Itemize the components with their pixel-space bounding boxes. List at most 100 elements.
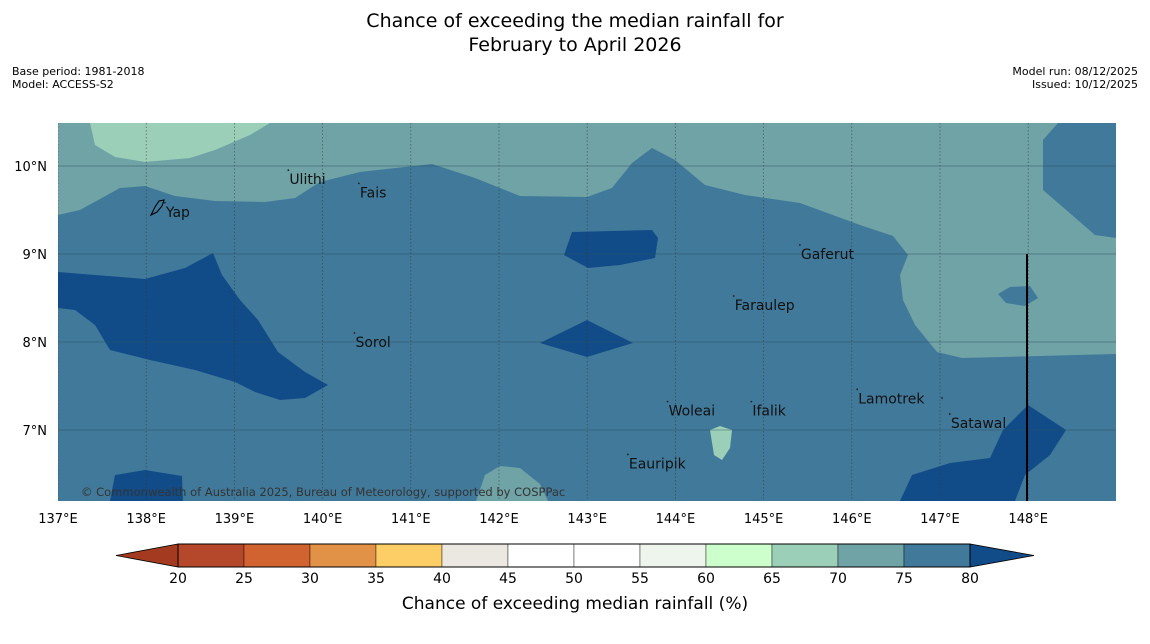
yap-island-outline <box>149 199 165 217</box>
place-label: Sorol <box>355 335 390 351</box>
place-label: Woleai <box>669 404 716 420</box>
lon-tick-label: 148°E <box>1008 512 1048 527</box>
field-over-80-west <box>58 253 328 400</box>
lon-tick-label: 147°E <box>920 512 960 527</box>
colorbar-segment <box>837 543 905 568</box>
issued-date: Issued: 10/12/2025 <box>1031 78 1138 91</box>
colorbar-tick-label: 80 <box>961 571 979 587</box>
lon-tick-label: 142°E <box>479 512 519 527</box>
axis-labels: 137°E 138°E 139°E 140°E 141°E 142°E 143°E 144°E… <box>14 160 1048 527</box>
islet-marker <box>941 397 943 399</box>
place-label: Eauripik <box>629 456 687 472</box>
colorbar-segment <box>903 543 971 568</box>
place-marker <box>666 400 669 403</box>
field-over-80-central <box>540 320 633 357</box>
colorbar-tick-label: 55 <box>631 571 649 587</box>
place-marker <box>163 201 166 204</box>
colorbar-segment <box>243 543 311 568</box>
colorbar-segment <box>375 543 443 568</box>
lon-tick-label: 144°E <box>656 512 696 527</box>
place-label: Ulithi <box>289 172 325 188</box>
colorbar-segment <box>771 543 839 568</box>
map-area: Ulithi Fais Yap Gaferut Faraulep Sorol Woleai I… <box>58 123 1116 501</box>
lon-tick-label: 137°E <box>38 512 78 527</box>
colorbar-tick-label: 75 <box>895 571 913 587</box>
place-label: Yap <box>165 205 190 221</box>
field-75-80-northeast <box>1043 123 1116 238</box>
place-marker <box>750 400 753 403</box>
field-65-70-woleai <box>710 426 732 460</box>
map-title: Chance of exceeding the median rainfall … <box>0 9 1150 57</box>
colorbar-under-arrow <box>115 543 179 568</box>
colorbar-tick-label: 60 <box>697 571 715 587</box>
place-marker <box>357 182 360 185</box>
colorbar-segment <box>441 543 509 568</box>
colorbar-tick-label: 50 <box>565 571 583 587</box>
field-over-80-southeast <box>900 405 1066 501</box>
colorbar-segment <box>507 543 575 568</box>
place-labels: Ulithi Fais Yap Gaferut Faraulep Sorol Woleai I… <box>163 169 1006 472</box>
meta-right: Model run: 08/12/2025 Issued: 10/12/2025 <box>1012 65 1138 91</box>
colorbar-tick-label: 35 <box>367 571 385 587</box>
lon-tick-label: 141°E <box>391 512 431 527</box>
lon-tick-label: 138°E <box>126 512 166 527</box>
place-label: Satawal <box>951 416 1006 432</box>
model-name: Model: ACCESS-S2 <box>12 78 114 91</box>
place-ulithi: Ulithi <box>287 169 326 188</box>
graticule <box>58 123 1116 501</box>
title-line-1: Chance of exceeding the median rainfall … <box>366 10 784 32</box>
colorbar-segment <box>573 543 641 568</box>
place-label: Gaferut <box>801 247 855 263</box>
model-run: Model run: 08/12/2025 <box>1012 65 1138 78</box>
lon-tick-label: 139°E <box>215 512 255 527</box>
colorbar-tick-label: 65 <box>763 571 781 587</box>
place-marker <box>287 169 290 172</box>
place-satawal: Satawal <box>948 413 1006 432</box>
base-period: Base period: 1981-2018 <box>12 65 145 78</box>
meta-left: Base period: 1981-2018 Model: ACCESS-S2 <box>12 65 144 91</box>
colorbar-tick-label: 70 <box>829 571 847 587</box>
colorbar-frame <box>177 543 971 568</box>
lat-tick-label: 10°N <box>14 160 47 175</box>
place-ifalik: Ifalik <box>750 400 787 420</box>
lat-tick-label: 7°N <box>23 424 48 439</box>
field-over-80-southwest <box>110 470 183 501</box>
colorbar-tick-label: 30 <box>301 571 319 587</box>
place-fais: Fais <box>357 182 387 201</box>
colorbar-segment <box>639 543 707 568</box>
colorbar-tick-label: 45 <box>499 571 517 587</box>
place-label: Fais <box>360 185 387 201</box>
place-lamotrek: Lamotrek <box>856 388 925 407</box>
place-eauripik: Eauripik <box>626 453 687 472</box>
place-yap: Yap <box>163 201 190 221</box>
colorbar-segment <box>705 543 773 568</box>
place-woleai: Woleai <box>666 400 716 420</box>
place-sorol: Sorol <box>353 332 391 351</box>
colorbar-segment <box>309 543 377 568</box>
colorbar: 20 25 30 35 40 45 50 55 60 65 70 75 80 <box>115 543 1035 587</box>
place-marker <box>798 244 801 246</box>
place-label: Faraulep <box>735 298 795 314</box>
place-marker <box>856 388 859 391</box>
place-marker <box>626 453 629 456</box>
colorbar-segment <box>177 543 245 568</box>
place-faraulep: Faraulep <box>732 295 795 314</box>
field-70-75-south <box>476 466 548 501</box>
lon-tick-label: 143°E <box>567 512 607 527</box>
title-line-2: February to April 2026 <box>468 34 682 56</box>
lon-tick-label: 145°E <box>744 512 784 527</box>
colorbar-tick-label: 20 <box>169 571 187 587</box>
place-marker <box>732 295 735 297</box>
lat-tick-label: 8°N <box>23 336 48 351</box>
lon-tick-label: 146°E <box>832 512 872 527</box>
lat-tick-label: 9°N <box>23 248 48 263</box>
lon-tick-label: 140°E <box>303 512 343 527</box>
place-gaferut: Gaferut <box>798 244 855 263</box>
place-marker <box>948 413 951 415</box>
colorbar-tick-label: 40 <box>433 571 451 587</box>
copyright-notice: © Commonwealth of Australia 2025, Bureau… <box>81 485 565 499</box>
field-65-70-northwest <box>90 123 270 162</box>
place-label: Lamotrek <box>858 391 925 407</box>
colorbar-over-arrow <box>969 543 1035 568</box>
